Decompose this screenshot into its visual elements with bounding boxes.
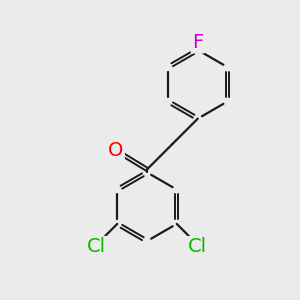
Text: Cl: Cl — [188, 237, 207, 256]
Text: Cl: Cl — [87, 237, 106, 256]
Text: O: O — [108, 141, 123, 160]
Text: F: F — [192, 33, 203, 52]
